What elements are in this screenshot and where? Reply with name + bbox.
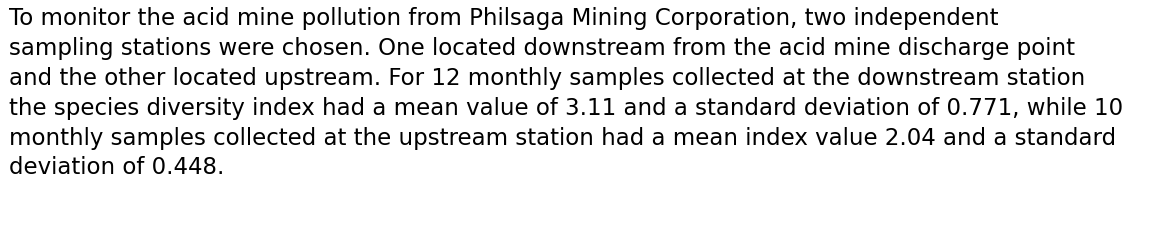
Text: To monitor the acid mine pollution from Philsaga Mining Corporation, two indepen: To monitor the acid mine pollution from … [9,7,1124,180]
